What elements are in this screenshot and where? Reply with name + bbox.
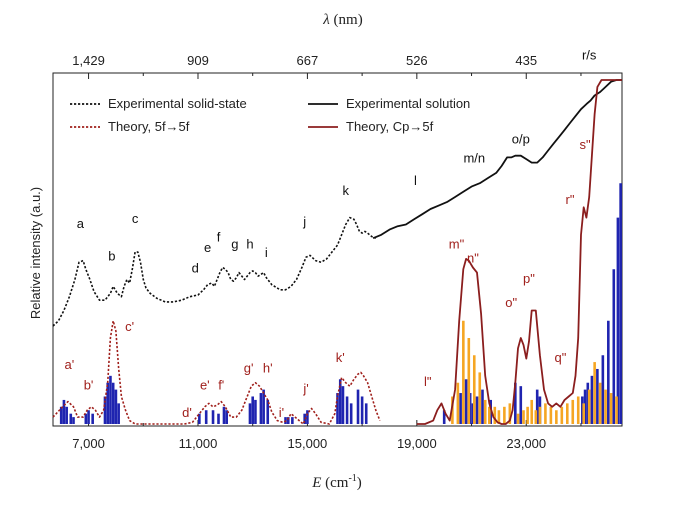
bottom-axis-unit: (cm <box>321 475 348 491</box>
peak-label-solid: f <box>217 230 221 245</box>
series-line-1 <box>372 79 622 240</box>
legend: Experimental solid-state Experimental sol… <box>70 96 470 134</box>
peak-label-theory: q" <box>555 350 567 365</box>
peak-label-theory: r" <box>566 192 575 207</box>
top-tick-label: 1,429 <box>72 53 105 68</box>
legend-label: Experimental solid-state <box>108 96 247 111</box>
spectrum-series <box>52 79 622 425</box>
bottom-axis-title: E (cm-1) <box>311 473 362 491</box>
peak-label-solid: a <box>77 216 85 231</box>
peak-label-solid: l <box>414 173 417 188</box>
peak-label-solid: j <box>302 214 306 229</box>
top-tick-label: 909 <box>187 53 209 68</box>
y-axis-title: Relative intensity (a.u.) <box>28 187 43 319</box>
peak-label-theory: m" <box>449 237 465 252</box>
series-line-3 <box>416 79 622 425</box>
peak-label-theory: a' <box>65 357 75 372</box>
peak-labels: a b c def g hi j k l m/n o/p r/s a' b' c' d' e' f' g' h' i' j… <box>65 47 597 420</box>
peak-label-solid: h <box>246 237 253 252</box>
peak-label-theory: l" <box>424 374 432 389</box>
peak-label-theory: g' <box>244 360 254 375</box>
peak-label-theory: e' <box>200 378 210 393</box>
x-tick-label: 7,000 <box>72 436 105 451</box>
peak-label-solid: m/n <box>463 151 485 166</box>
peak-label-solid: i <box>265 245 268 260</box>
peak-label-solid: k <box>342 183 349 198</box>
x-tick-label: 11,000 <box>179 436 218 451</box>
axis-ticks <box>88 73 582 426</box>
peak-label-theory: i' <box>279 405 284 420</box>
peak-label-solid: d <box>192 261 199 276</box>
peak-label-theory: h' <box>263 360 273 375</box>
peak-label-theory: n" <box>467 250 479 265</box>
plot-frame <box>52 72 623 427</box>
bottom-axis-superscript: -1 <box>348 473 356 484</box>
series-line-0 <box>52 216 377 327</box>
peak-label-solid: b <box>108 249 115 264</box>
top-axis-unit: (nm) <box>330 12 363 28</box>
peak-label-theory: f' <box>218 378 224 393</box>
series-line-2 <box>52 320 381 425</box>
peak-label-theory: p" <box>523 271 535 286</box>
x-tick-label: 15,000 <box>288 436 328 451</box>
top-tick-label: 667 <box>297 53 319 68</box>
peak-label-solid: g <box>231 237 238 252</box>
x-tick-label: 19,000 <box>397 436 437 451</box>
stick-spectra <box>59 183 622 424</box>
peak-label-theory: c' <box>125 319 134 334</box>
top-axis-title: λ (nm) <box>322 12 362 28</box>
top-tick-label: 526 <box>406 53 428 68</box>
axis-tick-labels: 7,000 11,000 15,000 19,000 23,000 1,429 909 667… <box>72 53 546 451</box>
top-tick-label: 435 <box>515 53 537 68</box>
legend-label: Theory, Cp→5f <box>346 119 434 134</box>
peak-label-theory: k' <box>336 350 345 365</box>
peak-label-solid: o/p <box>512 132 530 147</box>
peak-label-theory: j' <box>302 381 308 396</box>
peak-label-solid: c <box>132 211 139 226</box>
legend-label: Theory, 5f→5f <box>108 119 190 134</box>
peak-label-theory: b' <box>84 378 94 393</box>
peak-label-theory: s" <box>580 137 592 152</box>
peak-label-solid: r/s <box>582 47 597 62</box>
peak-label-theory: o" <box>505 295 517 310</box>
peak-label-solid: e <box>204 240 211 255</box>
x-tick-label: 23,000 <box>506 436 546 451</box>
bottom-axis-close: ) <box>357 475 362 491</box>
plot-border <box>52 72 623 427</box>
peak-label-theory: d' <box>182 405 192 420</box>
top-axis-symbol: λ <box>322 12 330 28</box>
legend-label: Experimental solution <box>346 96 470 111</box>
bottom-axis-symbol: E <box>311 475 321 491</box>
